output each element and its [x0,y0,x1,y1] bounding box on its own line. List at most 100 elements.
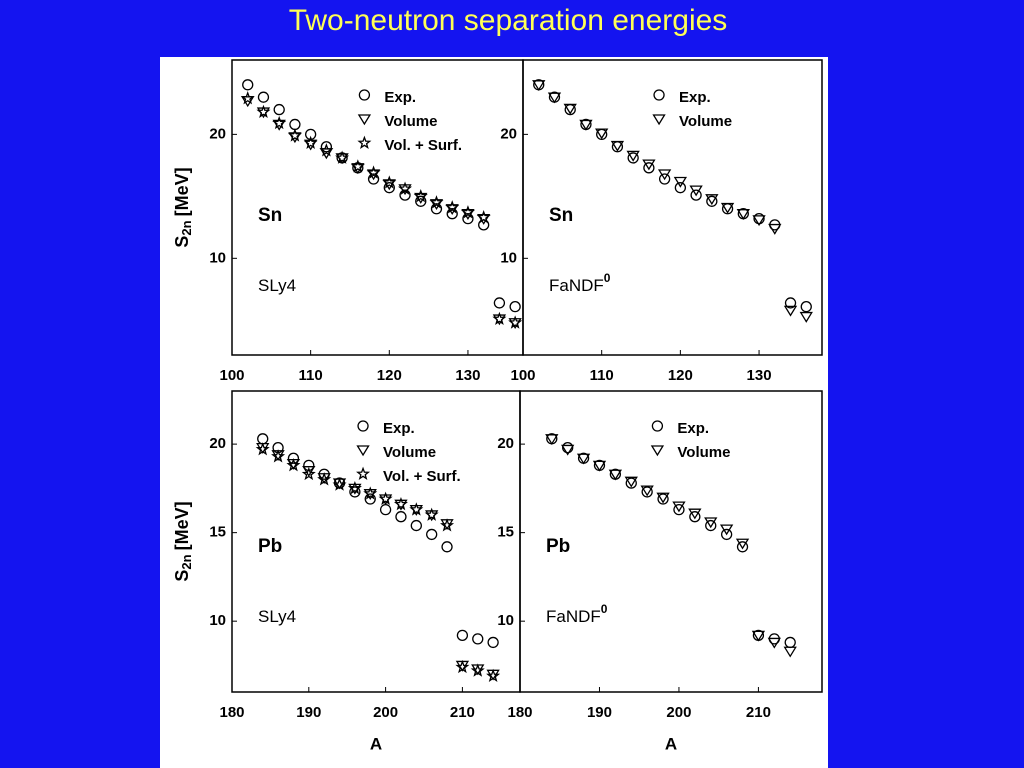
legend-label: Volume [677,444,730,461]
legend-marker [356,466,371,480]
data-point [624,476,638,488]
data-point [347,481,362,495]
data-point [256,104,271,119]
data-point [704,517,718,529]
nucleus-label: Sn [258,205,282,226]
legend-marker [651,420,664,432]
legend-label: Exp. [384,89,416,106]
data-point [561,444,575,456]
functional-label: FaNDF0 [546,602,608,626]
data-point [784,297,797,309]
data-point [672,501,686,513]
functional-name: FaNDF [546,607,601,626]
data-point [399,189,411,201]
data-point [317,472,332,486]
y-label-subscript: 2n [179,220,194,235]
functional-superscript: 0 [601,602,608,616]
data-point [658,173,671,185]
data-point [364,493,376,505]
data-point [415,195,427,207]
y-label-symbol: S [172,236,192,248]
data-point [783,305,798,317]
data-point [430,203,443,215]
data-point [641,486,653,498]
legend-marker [357,420,369,432]
functional-name: FaNDF [549,276,604,295]
data-point [706,195,718,207]
data-point [242,79,254,91]
data-point [462,213,474,225]
data-point [429,195,444,209]
y-tick-label: 20 [209,125,226,142]
legend-label: Exp. [677,420,709,437]
data-point [470,663,485,677]
y-axis-label: S2n [MeV] [172,501,195,581]
data-point [562,442,574,454]
data-point [410,519,422,532]
data-point [272,115,287,130]
data-point [424,507,439,521]
data-point [446,208,458,220]
x-tick-label: 130 [747,367,772,384]
data-point [350,159,365,173]
functional-name: SLy4 [258,276,296,295]
data-point [705,519,717,532]
data-point [287,128,302,142]
data-point [332,477,347,491]
x-tick-label: 110 [590,367,614,384]
y-tick-label: 20 [500,125,517,142]
data-point [320,141,333,153]
data-point [393,496,408,511]
data-point [409,502,424,516]
data-point [271,449,286,463]
y-label-unit: [MeV] [172,501,192,550]
data-point [441,541,453,553]
legend-label: Volume [384,113,437,130]
data-point [287,452,300,464]
data-point [673,176,688,188]
data-point [509,301,521,313]
legend-label: Exp. [383,420,415,437]
data-point [240,91,255,105]
data-point [476,210,491,224]
data-point [395,511,407,523]
data-point [689,511,701,523]
data-point [608,469,623,481]
data-point [689,185,703,197]
functional-name: SLy4 [258,607,296,626]
data-point [413,188,428,203]
data-point [303,135,318,150]
x-tick-label: 190 [296,704,321,721]
data-point [440,518,455,532]
data-point [301,466,316,481]
y-tick-label: 20 [209,435,226,452]
data-point [472,633,484,645]
data-point [455,659,470,674]
data-point [768,223,782,235]
data-point [799,311,813,323]
data-point [493,297,506,309]
data-point [657,493,669,505]
data-point [673,503,685,516]
data-point [626,150,640,162]
data-point [688,508,702,520]
x-tick-label: 100 [219,367,244,384]
data-point [255,442,270,456]
x-tick-label: 190 [587,704,612,721]
data-point [674,182,687,194]
nucleus-label: Pb [546,536,570,557]
data-point [547,92,562,104]
x-tick-label: 180 [507,704,532,721]
y-label-subscript: 2n [179,554,194,569]
data-point [705,194,719,206]
y-label-unit: [MeV] [172,167,192,216]
data-point [720,528,733,541]
data-point [690,189,702,201]
data-point [576,453,591,465]
legend-marker [357,135,372,149]
data-point [592,460,607,472]
functional-label: SLy4 [258,276,296,295]
data-point [752,215,766,227]
